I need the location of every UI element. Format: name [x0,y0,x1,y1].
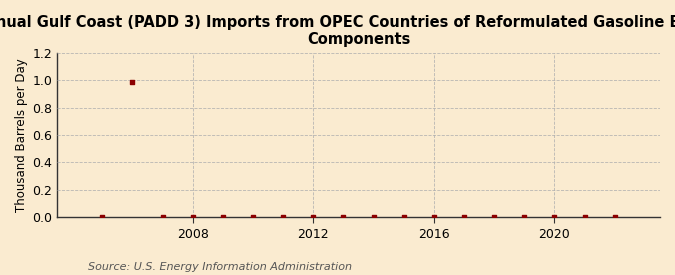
Point [458,215,469,219]
Point [187,215,198,219]
Point [338,215,349,219]
Point [97,215,107,219]
Point [368,215,379,219]
Point [610,215,620,219]
Point [127,79,138,84]
Point [519,215,530,219]
Title: Annual Gulf Coast (PADD 3) Imports from OPEC Countries of Reformulated Gasoline : Annual Gulf Coast (PADD 3) Imports from … [0,15,675,47]
Point [277,215,288,219]
Point [549,215,560,219]
Y-axis label: Thousand Barrels per Day: Thousand Barrels per Day [15,58,28,212]
Point [579,215,590,219]
Point [157,215,168,219]
Point [308,215,319,219]
Point [489,215,500,219]
Point [429,215,439,219]
Point [217,215,228,219]
Text: Source: U.S. Energy Information Administration: Source: U.S. Energy Information Administ… [88,262,352,272]
Point [248,215,259,219]
Point [398,215,409,219]
